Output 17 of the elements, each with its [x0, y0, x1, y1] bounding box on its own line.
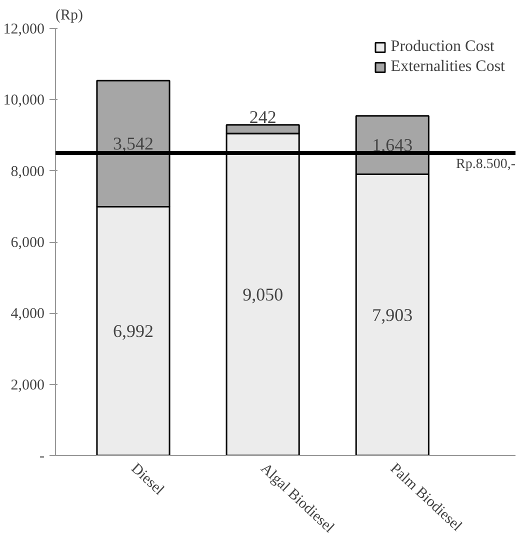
y-tick-label: 6,000: [10, 235, 44, 251]
legend-label: Externalities Cost: [390, 58, 505, 76]
y-tick-label: 10,000: [3, 92, 44, 109]
data-label: 3,542: [112, 134, 154, 154]
y-tick-label: 2,000: [10, 377, 44, 394]
ref-line-label: Rp.8.500,-: [456, 157, 516, 172]
data-label: 9,050: [242, 284, 284, 304]
y-tick-label: 8,000: [10, 164, 44, 180]
legend-label: Production Cost: [390, 38, 494, 56]
y-tick-label: -: [40, 448, 45, 464]
data-label: 7,903: [372, 304, 413, 325]
y-tick-label: 4,000: [10, 306, 44, 322]
y-axis-title: (Rp): [56, 8, 83, 24]
data-label: 242: [249, 106, 276, 127]
data-label: 6,992: [112, 321, 154, 342]
data-label: 1,643: [372, 135, 413, 156]
y-tick-label: 12,000: [3, 22, 44, 38]
